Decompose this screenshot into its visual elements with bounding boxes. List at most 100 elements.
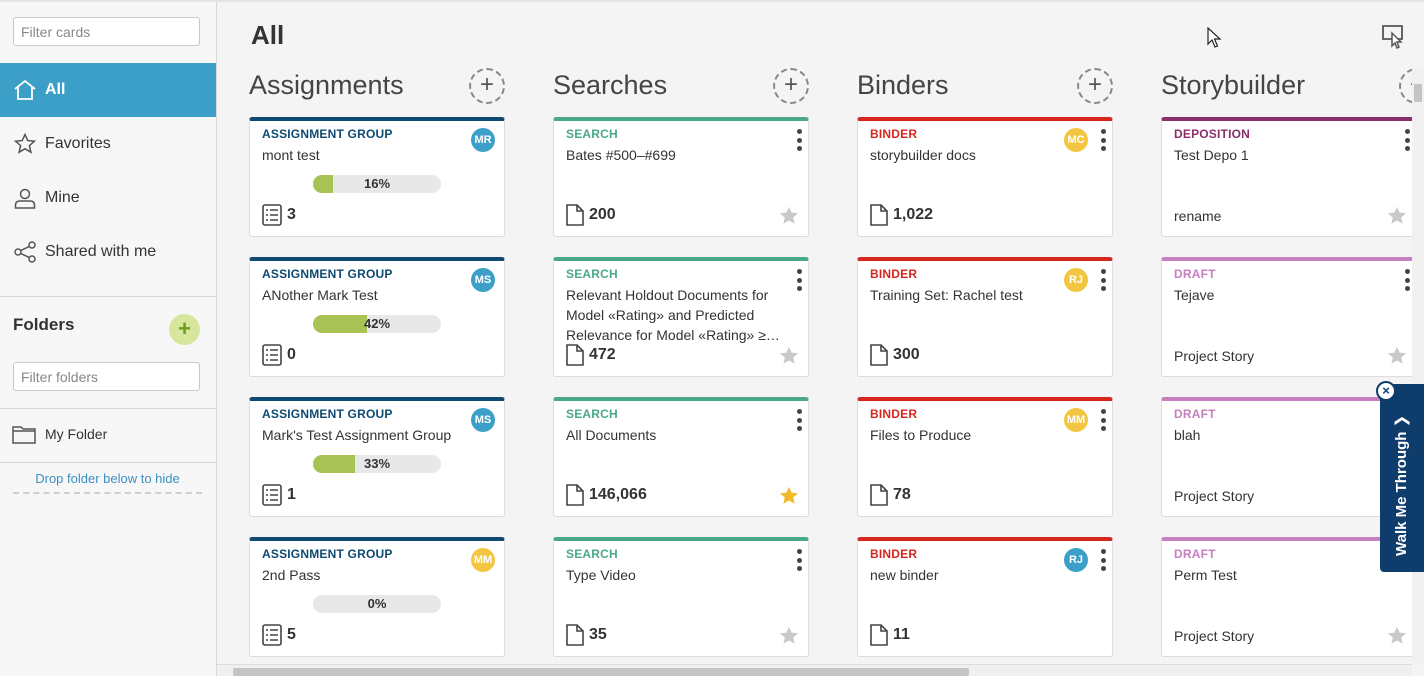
folder-item-my-folder[interactable]: My Folder — [12, 424, 107, 444]
card-count: 1,022 — [870, 204, 933, 226]
card-name: Tejave — [1174, 287, 1215, 303]
add-assignment-button[interactable]: + — [469, 68, 505, 104]
checklist-icon — [262, 204, 282, 226]
home-icon — [12, 77, 38, 103]
presentation-icon[interactable] — [1380, 22, 1408, 50]
progress-bar: 16% — [313, 175, 441, 193]
card-count-value: 0 — [287, 346, 296, 363]
search-card[interactable]: SEARCH Relevant Holdout Documents for Mo… — [553, 257, 809, 377]
binder-card[interactable]: BINDER new binder RJ 11 — [857, 537, 1113, 657]
card-type-label: ASSIGNMENT GROUP — [262, 547, 393, 561]
column-title: Searches — [553, 70, 668, 100]
more-options-icon[interactable] — [796, 129, 802, 151]
column-searches: Searches + SEARCH Bates #500–#699 200 SE… — [553, 66, 809, 657]
more-options-icon[interactable] — [1100, 549, 1106, 571]
more-options-icon[interactable] — [1100, 269, 1106, 291]
card-type-label: BINDER — [870, 267, 918, 281]
favorite-star-icon[interactable] — [1386, 625, 1408, 647]
card-type-label: ASSIGNMENT GROUP — [262, 407, 393, 421]
progress-bar: 42% — [313, 315, 441, 333]
more-options-icon[interactable] — [796, 269, 802, 291]
filter-folders-input[interactable] — [13, 362, 200, 391]
horizontal-scrollbar[interactable] — [217, 664, 1412, 676]
favorite-star-icon[interactable] — [778, 205, 800, 227]
card-subtitle: Project Story — [1174, 348, 1255, 364]
card-name: Mark's Test Assignment Group — [262, 427, 452, 443]
progress-label: 16% — [363, 176, 391, 191]
vertical-scrollbar[interactable] — [1412, 68, 1424, 664]
folders-title: Folders — [13, 315, 75, 334]
search-card[interactable]: SEARCH All Documents 146,066 — [553, 397, 809, 517]
card-count: 300 — [870, 344, 920, 366]
walk-me-through-button[interactable]: Walk Me Through ❯ — [1380, 384, 1424, 572]
card-name: new binder — [870, 567, 939, 583]
column-title: Binders — [857, 70, 949, 100]
more-options-icon[interactable] — [796, 549, 802, 571]
card-name: 2nd Pass — [262, 567, 321, 583]
nav-item-mine[interactable]: Mine — [0, 171, 216, 225]
column-assignments: Assignments + ASSIGNMENT GROUP mont test… — [249, 66, 505, 657]
share-icon — [12, 239, 38, 265]
binder-card[interactable]: BINDER Files to Produce MM 78 — [857, 397, 1113, 517]
checklist-icon — [262, 624, 282, 646]
assignment-card[interactable]: ASSIGNMENT GROUP Mark's Test Assignment … — [249, 397, 505, 517]
favorite-star-icon[interactable] — [1386, 345, 1408, 367]
document-icon — [566, 344, 584, 366]
assignment-card[interactable]: ASSIGNMENT GROUP 2nd Pass MM 0% 5 — [249, 537, 505, 657]
document-icon — [566, 484, 584, 506]
more-options-icon[interactable] — [1404, 129, 1410, 151]
card-count: 0 — [262, 344, 296, 366]
card-name: Perm Test — [1174, 567, 1237, 583]
add-search-button[interactable]: + — [773, 68, 809, 104]
nav-item-label: Mine — [45, 189, 80, 206]
storybuilder-card[interactable]: DRAFT Tejave Project Story — [1161, 257, 1417, 377]
more-options-icon[interactable] — [796, 409, 802, 431]
nav-item-shared[interactable]: Shared with me — [0, 225, 216, 279]
search-card[interactable]: SEARCH Bates #500–#699 200 — [553, 117, 809, 237]
card-count-value: 5 — [287, 626, 296, 643]
favorite-star-icon[interactable] — [1386, 205, 1408, 227]
card-name: Training Set: Rachel test — [870, 287, 1023, 303]
card-count: 5 — [262, 624, 296, 646]
document-icon — [870, 484, 888, 506]
assignment-card[interactable]: ASSIGNMENT GROUP mont test MR 16% 3 — [249, 117, 505, 237]
card-name: Relevant Holdout Documents for Model «Ra… — [566, 287, 780, 343]
more-options-icon[interactable] — [1404, 269, 1410, 291]
sidebar-divider — [0, 462, 216, 463]
card-count-value: 200 — [589, 206, 616, 223]
favorite-star-icon[interactable] — [778, 345, 800, 367]
more-options-icon[interactable] — [1100, 129, 1106, 151]
binder-card[interactable]: BINDER storybuilder docs MC 1,022 — [857, 117, 1113, 237]
assignment-card[interactable]: ASSIGNMENT GROUP ANother Mark Test MS 42… — [249, 257, 505, 377]
card-type-label: BINDER — [870, 547, 918, 561]
add-folder-button[interactable]: + — [169, 314, 200, 345]
nav-item-all[interactable]: All — [0, 63, 216, 117]
document-icon — [870, 624, 888, 646]
favorite-star-icon[interactable] — [778, 625, 800, 647]
storybuilder-card[interactable]: DRAFT blah Project Story — [1161, 397, 1417, 517]
card-count: 11 — [870, 624, 910, 646]
nav-item-favorites[interactable]: Favorites — [0, 117, 216, 171]
binder-card[interactable]: BINDER Training Set: Rachel test RJ 300 — [857, 257, 1113, 377]
storybuilder-card[interactable]: DEPOSITION Test Depo 1 rename — [1161, 117, 1417, 237]
folder-label: My Folder — [45, 426, 108, 442]
card-type-label: DRAFT — [1174, 407, 1216, 421]
close-icon[interactable]: × — [1376, 381, 1396, 401]
favorite-star-icon[interactable] — [778, 485, 800, 507]
nav-item-label: All — [45, 81, 66, 98]
document-icon — [870, 344, 888, 366]
add-binder-button[interactable]: + — [1077, 68, 1113, 104]
card-count: 78 — [870, 484, 911, 506]
card-count: 1 — [262, 484, 296, 506]
card-count-value: 78 — [893, 486, 911, 503]
more-options-icon[interactable] — [1100, 409, 1106, 431]
folder-icon — [12, 426, 36, 444]
filter-cards-input[interactable] — [13, 17, 200, 46]
card-type-label: SEARCH — [566, 407, 618, 421]
star-outline-icon — [12, 131, 38, 157]
storybuilder-card[interactable]: DRAFT Perm Test Project Story — [1161, 537, 1417, 657]
search-card[interactable]: SEARCH Type Video 35 — [553, 537, 809, 657]
card-name: ANother Mark Test — [262, 287, 378, 303]
card-type-label: SEARCH — [566, 547, 618, 561]
sidebar: All Favorites Mine Shared with me Folder… — [0, 2, 217, 676]
